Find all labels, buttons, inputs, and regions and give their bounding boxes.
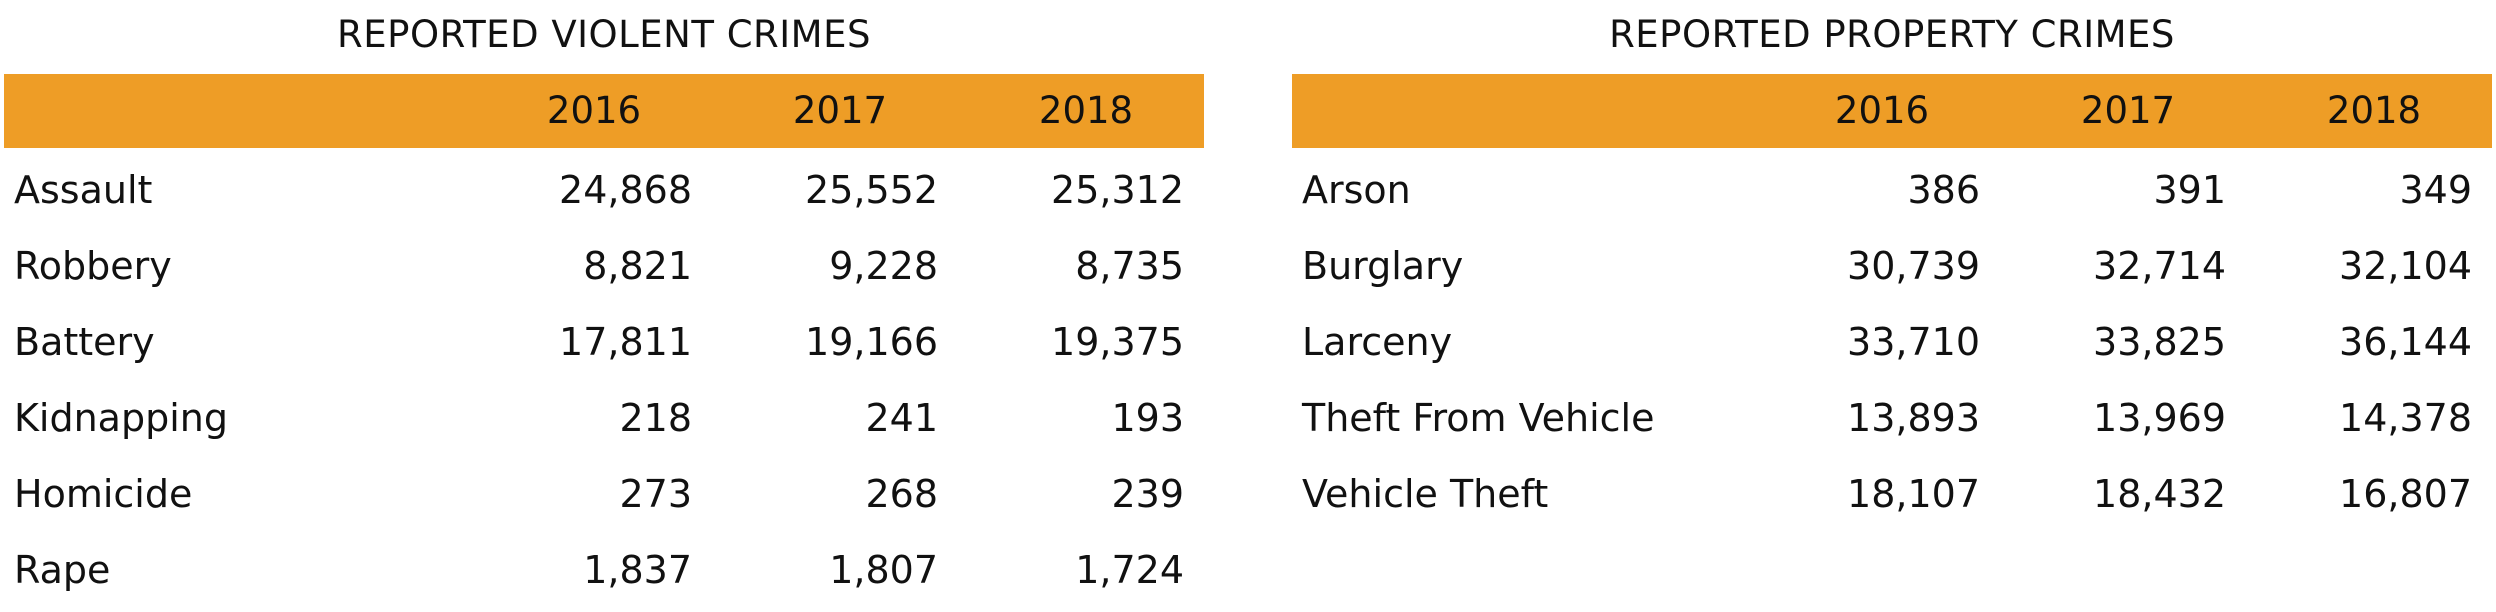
value-2017: 1,807 — [829, 548, 938, 592]
row-label: Robbery — [14, 244, 172, 288]
value-2017: 268 — [865, 472, 938, 516]
value-2018: 36,144 — [2339, 320, 2472, 364]
row-label: Burglary — [1302, 244, 1464, 288]
row-label: Assault — [14, 168, 153, 212]
value-2017: 32,714 — [2093, 244, 2226, 288]
value-2018: 1,724 — [1075, 548, 1184, 592]
table-row: Battery 17,811 19,166 19,375 — [4, 304, 1204, 380]
value-2016: 273 — [619, 472, 692, 516]
value-2016: 17,811 — [559, 320, 692, 364]
table-row: Vehicle Theft 18,107 18,432 16,807 — [1292, 456, 2492, 532]
property-year-2017: 2017 — [2080, 89, 2176, 132]
row-label: Larceny — [1302, 320, 1453, 364]
table-row: Robbery 8,821 9,228 8,735 — [4, 228, 1204, 304]
value-2016: 218 — [619, 396, 692, 440]
value-2017: 13,969 — [2093, 396, 2226, 440]
value-2018: 25,312 — [1051, 168, 1184, 212]
row-label: Vehicle Theft — [1302, 472, 1549, 516]
value-2017: 25,552 — [805, 168, 938, 212]
value-2016: 33,710 — [1847, 320, 1980, 364]
property-header-bar: 2016 2017 2018 — [1292, 74, 2492, 148]
row-label: Homicide — [14, 472, 193, 516]
table-row: Larceny 33,710 33,825 36,144 — [1292, 304, 2492, 380]
table-row: Burglary 30,739 32,714 32,104 — [1292, 228, 2492, 304]
value-2018: 239 — [1111, 472, 1184, 516]
value-2016: 18,107 — [1847, 472, 1980, 516]
value-2018: 193 — [1111, 396, 1184, 440]
value-2016: 8,821 — [583, 244, 692, 288]
row-label: Rape — [14, 548, 111, 592]
value-2018: 16,807 — [2339, 472, 2472, 516]
table-row: Theft From Vehicle 13,893 13,969 14,378 — [1292, 380, 2492, 456]
value-2017: 391 — [2153, 168, 2226, 212]
row-label: Arson — [1302, 168, 1411, 212]
property-crimes-title: REPORTED PROPERTY CRIMES — [1609, 13, 2175, 56]
value-2016: 1,837 — [583, 548, 692, 592]
value-2018: 14,378 — [2339, 396, 2472, 440]
table-row: Assault 24,868 25,552 25,312 — [4, 152, 1204, 228]
value-2016: 13,893 — [1847, 396, 1980, 440]
value-2016: 24,868 — [559, 168, 692, 212]
row-label: Kidnapping — [14, 396, 228, 440]
value-2018: 32,104 — [2339, 244, 2472, 288]
violent-header-bar: 2016 2017 2018 — [4, 74, 1204, 148]
table-row: Rape 1,837 1,807 1,724 — [4, 532, 1204, 608]
value-2016: 386 — [1907, 168, 1980, 212]
row-label: Theft From Vehicle — [1302, 396, 1655, 440]
table-row: Homicide 273 268 239 — [4, 456, 1204, 532]
row-label: Battery — [14, 320, 155, 364]
violent-year-2018: 2018 — [1038, 89, 1134, 132]
violent-year-2016: 2016 — [546, 89, 642, 132]
value-2018: 349 — [2399, 168, 2472, 212]
value-2017: 33,825 — [2093, 320, 2226, 364]
value-2016: 30,739 — [1847, 244, 1980, 288]
value-2018: 8,735 — [1075, 244, 1184, 288]
table-row: Arson 386 391 349 — [1292, 152, 2492, 228]
violent-crimes-title: REPORTED VIOLENT CRIMES — [337, 13, 871, 56]
value-2017: 241 — [865, 396, 938, 440]
property-year-2018: 2018 — [2326, 89, 2422, 132]
violent-year-2017: 2017 — [792, 89, 888, 132]
table-row: Kidnapping 218 241 193 — [4, 380, 1204, 456]
property-year-2016: 2016 — [1834, 89, 1930, 132]
value-2018: 19,375 — [1051, 320, 1184, 364]
value-2017: 9,228 — [829, 244, 938, 288]
value-2017: 18,432 — [2093, 472, 2226, 516]
value-2017: 19,166 — [805, 320, 938, 364]
